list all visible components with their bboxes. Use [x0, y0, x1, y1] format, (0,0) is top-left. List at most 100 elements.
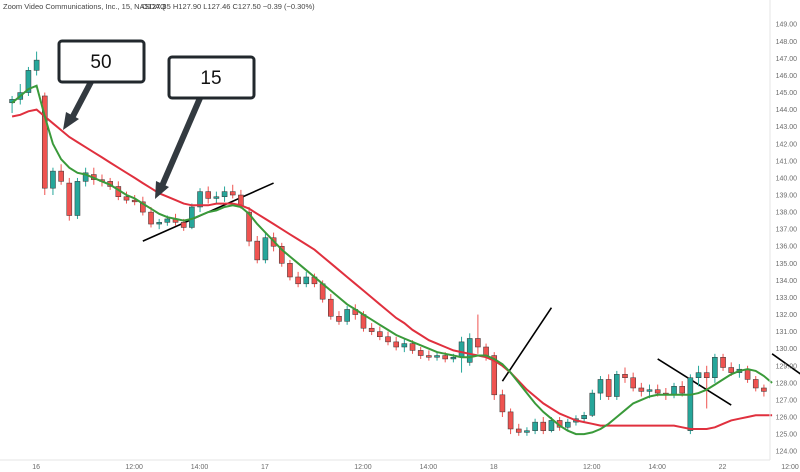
price-tick-label: 134.00 — [776, 278, 798, 285]
moving-averages — [11, 84, 773, 436]
candle-body — [475, 338, 481, 348]
candle-body — [246, 211, 252, 242]
trendline-2 — [501, 307, 553, 382]
candle-93 — [761, 384, 767, 397]
candle-body — [33, 59, 40, 71]
candle-body — [728, 367, 735, 373]
candle-58 — [475, 314, 481, 354]
candle-body — [197, 191, 203, 208]
candle-77 — [630, 372, 636, 392]
candle-76 — [622, 367, 628, 383]
callout-15: 15 — [155, 55, 256, 199]
price-tick-label: 141.00 — [776, 158, 798, 165]
time-tick-label: 12:00 — [781, 464, 799, 471]
candle-42 — [344, 306, 350, 325]
time-tick-label: 14:00 — [648, 464, 666, 471]
chart-ohlc: O127.85 H127.90 L127.46 C127.50 −0.39 (−… — [142, 2, 315, 11]
price-tick-label: 127.00 — [776, 397, 798, 404]
time-tick-label: 16 — [32, 464, 40, 471]
candle-body — [458, 341, 465, 358]
candle-52 — [426, 350, 432, 361]
candle-57 — [466, 333, 473, 366]
price-tick-label: 147.00 — [776, 56, 798, 63]
price-tick-label: 139.00 — [776, 193, 798, 200]
candle-body — [597, 379, 604, 394]
price-tick-label: 146.00 — [776, 73, 798, 80]
candle-8 — [66, 177, 73, 221]
candle-body — [434, 355, 440, 358]
candle-body — [720, 356, 726, 368]
candle-body — [287, 263, 293, 278]
candle-body — [140, 201, 146, 213]
candle-body — [180, 222, 187, 228]
candle-body — [238, 194, 244, 206]
candle-body — [622, 374, 628, 378]
price-tick-label: 145.00 — [776, 90, 798, 97]
candle-body — [229, 191, 236, 196]
candle-46 — [377, 326, 383, 341]
time-tick-label: 12:00 — [583, 464, 601, 471]
candle-body — [565, 421, 571, 428]
callout-label-50: 50 — [90, 52, 111, 73]
candle-84 — [687, 374, 694, 435]
candle-62 — [507, 408, 514, 435]
candle-body — [646, 389, 653, 392]
candle-body — [385, 336, 391, 343]
candle-body — [221, 191, 228, 197]
candle-body — [695, 372, 702, 378]
price-tick-label: 149.00 — [776, 22, 798, 29]
candle-49 — [401, 338, 408, 353]
candle-35 — [287, 259, 293, 281]
candle-25 — [205, 186, 211, 204]
time-tick-label: 22 — [719, 464, 727, 471]
candle-body — [295, 276, 301, 285]
candle-body — [532, 421, 538, 431]
candle-88 — [720, 353, 726, 371]
callout-label-15: 15 — [200, 68, 221, 89]
candle-body — [303, 276, 310, 285]
candle-body — [262, 237, 269, 261]
candle-body — [401, 343, 408, 348]
candle-10 — [82, 167, 89, 187]
candle-body — [148, 211, 154, 225]
callout-50: 50 — [57, 39, 146, 130]
candle-73 — [597, 376, 604, 400]
candle-body — [205, 191, 211, 199]
price-tick-label: 131.00 — [776, 329, 798, 336]
candle-87 — [712, 353, 718, 383]
candle-15 — [123, 191, 130, 204]
price-tick-label: 148.00 — [776, 39, 798, 46]
candle-body — [442, 355, 448, 360]
candle-body — [328, 298, 334, 317]
candle-body — [50, 170, 56, 189]
candle-17 — [140, 196, 146, 216]
candle-61 — [499, 389, 506, 418]
candle-body — [74, 181, 81, 216]
candle-48 — [393, 336, 399, 351]
candle-body — [581, 415, 587, 419]
candle-body — [589, 392, 596, 416]
candle-body — [164, 218, 171, 223]
candle-26 — [213, 191, 220, 204]
candle-85 — [695, 365, 702, 387]
candle-body — [752, 379, 759, 389]
time-tick-label: 17 — [261, 464, 269, 471]
candle-65 — [532, 418, 538, 435]
callout-box-15 — [167, 55, 256, 100]
candle-74 — [605, 374, 612, 400]
candle-92 — [752, 376, 759, 392]
price-tick-label: 144.00 — [776, 107, 798, 114]
candle-7 — [58, 164, 64, 185]
trendline-4 — [771, 353, 800, 375]
candle-body — [679, 386, 685, 394]
candle-body — [368, 327, 375, 332]
candle-body — [25, 70, 32, 93]
candle-71 — [581, 411, 587, 423]
candle-37 — [303, 271, 310, 288]
candle-body — [515, 428, 522, 433]
candle-69 — [565, 418, 571, 431]
price-tick-label: 132.00 — [776, 312, 798, 319]
candle-24 — [197, 188, 203, 213]
price-tick-label: 125.00 — [776, 432, 798, 439]
trendline-3 — [657, 358, 732, 406]
